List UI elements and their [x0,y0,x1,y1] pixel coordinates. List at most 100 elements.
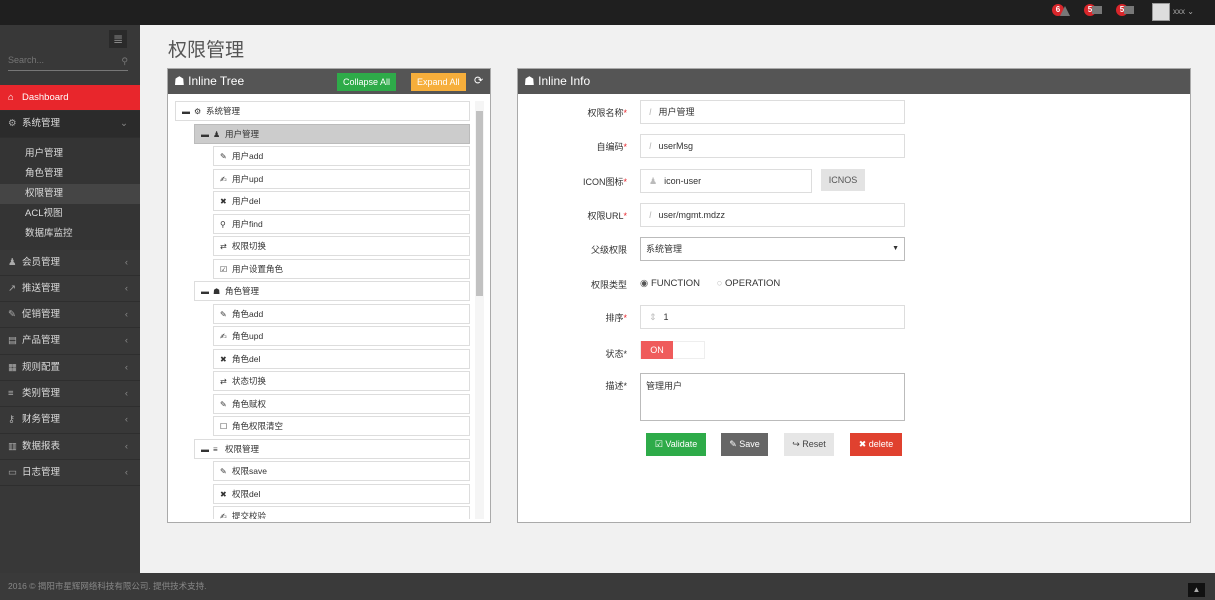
chevron-left-icon: ‹ [124,309,128,321]
desc-textarea[interactable]: 管理用户 [640,373,905,421]
tree-node[interactable]: ✍ 用户upd [213,168,470,189]
tree-node[interactable]: ▬ ♟ 用户管理 [194,123,470,144]
tree-node-label: 用户upd [232,173,264,184]
tree-scrollbar[interactable] [475,101,484,519]
collapse-icon[interactable]: ▬ [201,129,209,139]
icon-label: ICON图标 [582,177,624,187]
cogs-icon: ⚙ [8,118,17,130]
icon-input[interactable]: ♟ icon-user [640,169,812,193]
sidebar-item[interactable]: ♟ 会员管理 ‹ [0,250,140,276]
tree-node[interactable]: ⇄ 状态切换 [213,371,470,391]
envelope-icon[interactable] [1092,6,1102,14]
sidebar-subitem[interactable]: ACL视图 [25,207,63,219]
sidebar-item[interactable]: ⚙ 系统管理 ⌄ [0,111,140,138]
sitemap-icon: ☗ [174,74,185,88]
sidebar-item[interactable]: ▤ 产品管理 ‹ [0,328,140,355]
status-label: 状态 [605,349,624,359]
tree-node[interactable]: ✖ 权限del [213,483,470,504]
sidebar-item[interactable]: ▭ 日志管理 ‹ [0,460,140,487]
validate-button[interactable]: ☑ Validate [646,433,706,456]
order-label: 排序 [605,313,624,323]
info-panel-header: ☗ Inline Info [518,69,1190,94]
sidebar-item[interactable]: ⚷ 财务管理 ‹ [0,407,140,434]
tree-node[interactable]: ▬ ⚙ 系统管理 [175,101,470,121]
chevron-left-icon: ‹ [124,256,128,268]
sidebar-subitem[interactable]: 数据库监控 [25,227,73,239]
tasks-icon[interactable] [1124,6,1134,14]
sidebar-item[interactable]: ⌂ Dashboard [0,85,140,112]
sidebar-item[interactable]: ▥ 数据报表 ‹ [0,434,140,460]
name-row: 权限名称* I 用户管理 [518,100,1190,124]
desc-row: 描述* 管理用户 [518,373,1190,421]
sidebar-subitem[interactable]: 角色管理 [25,167,64,179]
sidebar-item-label: 推送管理 [22,282,61,294]
sidebar-item-label: Dashboard [22,92,69,103]
order-input[interactable]: ⇕ 1 [640,305,905,329]
refresh-icon[interactable]: ⟳ [474,75,484,87]
collapse-icon[interactable]: ▬ [201,287,209,296]
radio-operation[interactable]: ○ OPERATION [716,278,781,289]
tree-node[interactable]: ✎ 权限save [213,461,470,481]
sidebar-subitem[interactable]: 权限管理 [0,183,140,204]
save-button[interactable]: ✎ Save [721,433,768,456]
tree-node[interactable]: ☑ 用户设置角色 [213,258,470,279]
text-cursor-icon: I [649,210,652,220]
status-toggle[interactable]: ON [640,341,705,359]
tree-node[interactable]: ▬ ☗ 角色管理 [194,281,470,301]
avatar[interactable] [1152,3,1170,21]
search-icon[interactable]: ⚲ [121,56,128,66]
tree-node-label: 用户del [232,196,261,206]
collapse-all-button[interactable]: Collapse All [337,73,397,91]
tree-node[interactable]: ▬ ≡ 权限管理 [194,438,470,459]
expand-all-button[interactable]: Expand All [411,73,466,91]
tree-node[interactable]: ☐ 角色权限清空 [213,416,470,436]
chevron-left-icon: ‹ [124,414,128,426]
notification-badge[interactable]: 6 [1052,4,1064,16]
sidebar-submenu: 用户管理角色管理权限管理 ACL视图数据库监控 [0,137,140,250]
name-input[interactable]: I 用户管理 [640,100,905,124]
action-buttons: ☑ Validate ✎ Save ↪ Reset ✖ delete [518,433,1190,457]
parent-select[interactable]: 系统管理 ▼ [640,237,905,261]
permission-tree: ▬ ⚙ 系统管理 ▬ ♟ 用户管理 ✎ 用户add ✍ 用户upd ✖ 用户del ⚲ 用户find ⇄ 权限… [170,101,470,519]
collapse-icon[interactable]: ▬ [182,107,190,116]
sidebar-subitem[interactable]: 用户管理 [25,147,64,159]
tree-node[interactable]: ✍ 提交校验 [213,506,470,519]
pencil-icon: ✎ [220,467,227,476]
url-label: 权限URL [587,211,624,221]
tree-node-label: 角色upd [232,331,264,341]
user-icon: ♟ [8,256,17,268]
bell-icon[interactable] [1060,6,1070,16]
username: xxx [1173,7,1185,16]
sidebar-item[interactable]: ≡ 类别管理 ‹ [0,381,140,408]
scroll-top-button[interactable]: ▲ [1188,583,1205,597]
collapse-icon[interactable]: ▬ [201,444,209,454]
tree-node[interactable]: ✎ 角色add [213,303,470,324]
reset-button[interactable]: ↪ Reset [784,433,834,456]
book-icon: ▤ [8,335,17,347]
icnos-button[interactable]: ICNOS [821,169,865,191]
tree-node[interactable]: ✍ 角色upd [213,326,470,346]
sidebar-item[interactable]: ✎ 促销管理 ‹ [0,302,140,329]
tree-node[interactable]: ✖ 角色del [213,348,470,369]
sidebar-item[interactable]: ▦ 规则配置 ‹ [0,355,140,382]
tree-node[interactable]: ⚲ 用户find [213,213,470,234]
tree-node[interactable]: ✖ 用户del [213,191,470,211]
pencil-icon: ✎ [8,309,16,321]
search-input[interactable] [8,55,108,65]
tree-node-label: 用户add [232,151,264,161]
tree-node[interactable]: ✎ 角色赋权 [213,393,470,414]
radio-function[interactable]: ◉ FUNCTION [640,278,701,289]
tree-node[interactable]: ✎ 用户add [213,146,470,166]
scrollbar-thumb[interactable] [476,111,483,296]
delete-button[interactable]: ✖ delete [850,433,902,456]
menu-toggle-icon[interactable]: ≣ [109,30,127,48]
tree-node-label: 角色权限清空 [232,421,284,431]
sidebar-item[interactable]: ↗ 推送管理 ‹ [0,276,140,303]
user-menu[interactable]: xxx ⌄ [1173,7,1194,16]
tree-node[interactable]: ⇄ 权限切换 [213,236,470,256]
